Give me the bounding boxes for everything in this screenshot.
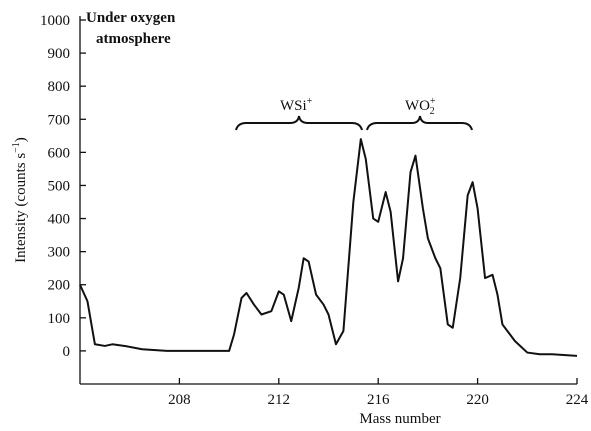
y-label-end: ) [13, 137, 29, 142]
peak-label-sup: + [430, 96, 436, 107]
x-axis-label: Mass number [359, 411, 440, 427]
y-label-sup: −1 [11, 142, 22, 153]
y-tick-label: 500 [48, 178, 71, 194]
y-tick-label: 1000 [40, 13, 70, 29]
peak-label: WO+ 2 [405, 96, 436, 117]
peak-label: WSi+ [280, 96, 313, 114]
y-tick-label: 600 [48, 145, 71, 161]
y-tick-label: 800 [48, 79, 71, 95]
peak-label-sub: 2 [430, 106, 435, 117]
peak-label-base: WSi [280, 98, 307, 114]
peak-label-sup: + [307, 96, 313, 107]
annotation: Under oxygen [86, 10, 176, 26]
x-tick-label: 208 [168, 392, 191, 408]
y-label-base: Intensity (counts s [13, 153, 29, 263]
peak-label-base: WO [405, 98, 430, 114]
y-axis-label: Intensity (counts s−1) [11, 137, 29, 263]
brace [366, 115, 473, 131]
x-tick-label: 220 [466, 392, 489, 408]
y-tick-label: 400 [48, 212, 71, 228]
y-tick-label: 200 [48, 278, 71, 294]
y-tick-label: 300 [48, 245, 71, 261]
y-tick-label: 0 [63, 344, 71, 360]
brace [235, 115, 363, 131]
y-tick-label: 900 [48, 46, 71, 62]
annotation: atmosphere [96, 31, 171, 47]
y-tick-label: 700 [48, 112, 71, 128]
y-tick-label: 100 [48, 311, 71, 327]
x-tick-label: 212 [268, 392, 291, 408]
spectrum-line [79, 138, 578, 357]
x-tick-label: 216 [367, 392, 390, 408]
x-tick-label: 224 [566, 392, 589, 408]
